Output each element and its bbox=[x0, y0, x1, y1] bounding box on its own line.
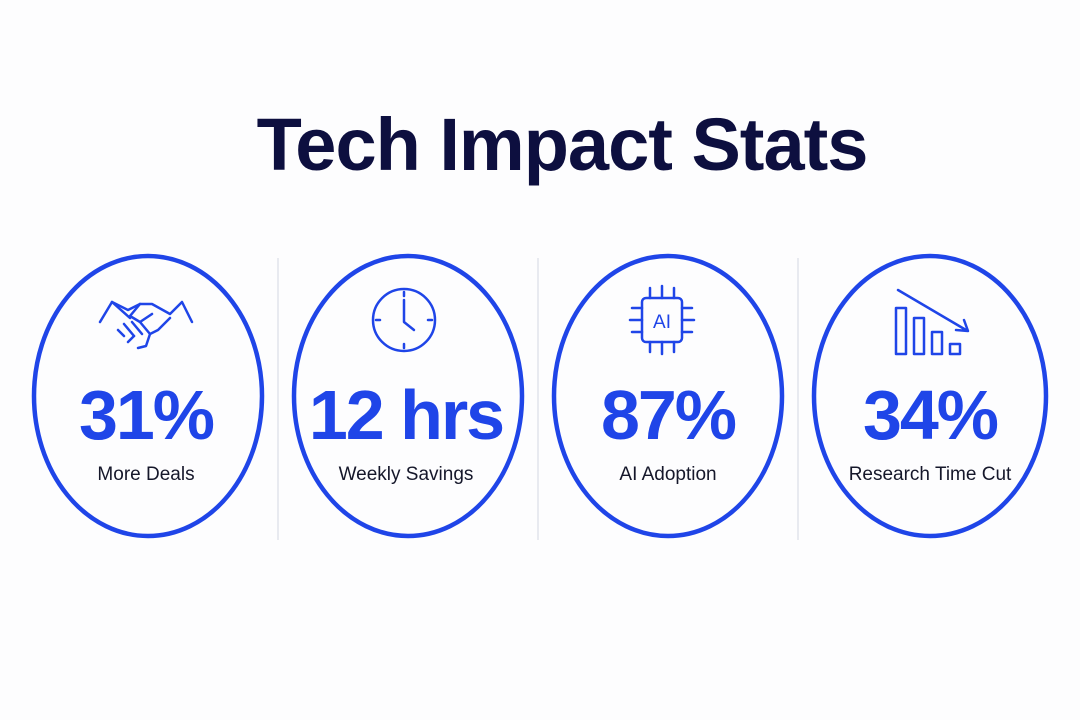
stat-label: More Deals bbox=[97, 464, 194, 485]
chip-icon bbox=[628, 284, 696, 356]
decline-chart-icon bbox=[894, 288, 970, 356]
card-ring bbox=[551, 253, 785, 539]
stat-value: 12 hrs bbox=[309, 376, 503, 454]
card-ring bbox=[31, 253, 265, 539]
stat-label: Weekly Savings bbox=[339, 464, 474, 485]
dividers bbox=[277, 258, 799, 540]
stat-label: Research Time Cut bbox=[849, 464, 1012, 485]
chip-label: AI bbox=[653, 312, 671, 333]
stat-value: 87% bbox=[601, 376, 736, 454]
stat-card: 34% Research Time Cut bbox=[811, 253, 1049, 539]
card-ring bbox=[811, 253, 1049, 539]
stat-card: 31% More Deals bbox=[31, 253, 265, 539]
stat-card: AI 87% AI Adoption bbox=[551, 253, 785, 539]
stat-label: AI Adoption bbox=[619, 464, 716, 485]
card-ring bbox=[291, 253, 525, 539]
handshake-icon bbox=[98, 300, 194, 350]
stat-value: 31% bbox=[79, 376, 214, 454]
stat-card: 12 hrs Weekly Savings bbox=[291, 253, 525, 539]
title: Tech Impact Stats bbox=[257, 103, 868, 186]
stat-value: 34% bbox=[863, 376, 998, 454]
clock-icon bbox=[371, 287, 437, 353]
